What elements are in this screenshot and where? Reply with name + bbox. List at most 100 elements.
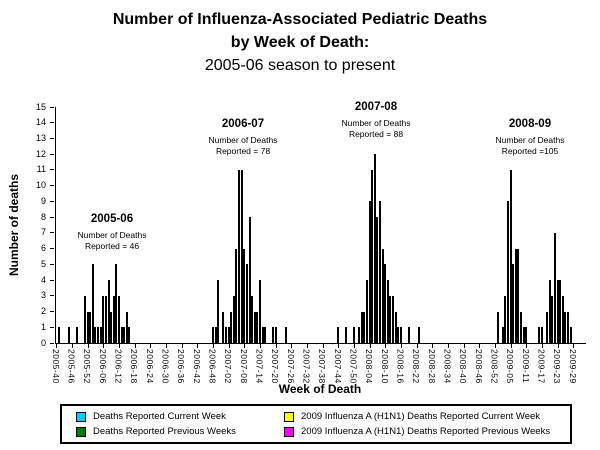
y-axis-tick	[50, 169, 54, 171]
x-axis-tick-label: 2005-52	[82, 349, 93, 384]
bar-green	[520, 311, 523, 343]
y-axis-tick-label: 1	[40, 321, 46, 332]
x-axis-tick	[291, 344, 293, 348]
bar-green	[386, 280, 389, 343]
bar-green	[345, 327, 348, 343]
x-axis-tick-label: 2007-08	[238, 349, 249, 384]
y-axis-tick	[50, 263, 54, 265]
bar-green	[230, 311, 233, 343]
legend-column-2: 2009 Influenza A (H1N1) Deaths Reported …	[284, 411, 550, 437]
annotation-2007-08: 2007-08 Number of Deaths Reported = 88	[326, 101, 426, 139]
x-axis-tick-label: 2008-52	[489, 349, 500, 384]
legend-swatch-magenta	[284, 426, 294, 437]
bar-green	[512, 264, 515, 343]
x-axis-tick-label: 2006-06	[97, 349, 108, 384]
bar-magenta	[567, 327, 570, 343]
x-axis-tick-label: 2007-32	[301, 349, 312, 384]
x-axis-tick-label: 2008-04	[364, 349, 375, 384]
bar-green	[128, 327, 131, 343]
bar-green	[559, 327, 562, 343]
bar-green	[112, 295, 115, 343]
bar-green	[517, 248, 520, 343]
bar-green	[397, 327, 400, 343]
x-axis-tick-label: 2008-16	[395, 349, 406, 384]
bar-green	[97, 327, 100, 343]
bar-green	[102, 295, 105, 343]
legend-item-green: Deaths Reported Previous Weeks	[76, 426, 284, 437]
bar-green	[253, 311, 256, 343]
bar-green	[251, 295, 254, 343]
legend: Deaths Reported Current Week Deaths Repor…	[60, 404, 572, 444]
y-axis-tick-label: 13	[35, 132, 46, 143]
x-axis-title: Week of Death	[278, 382, 362, 396]
x-axis-tick-label: 2008-22	[411, 349, 422, 384]
bar-green	[235, 248, 238, 343]
x-axis-tick	[353, 344, 355, 348]
x-axis-tick	[463, 344, 465, 348]
x-axis-tick	[385, 344, 387, 348]
bar-green	[68, 327, 71, 343]
bar-green	[501, 327, 504, 343]
bar-green	[504, 295, 507, 343]
y-axis-tick-label: 8	[40, 211, 46, 222]
bar-green	[110, 311, 113, 343]
x-axis-tick-label: 2007-50	[348, 349, 359, 384]
chart-title: Number of Influenza-Associated Pediatric…	[0, 8, 600, 77]
y-axis-tick-label: 2	[40, 306, 46, 317]
bar-green	[285, 327, 288, 343]
x-axis-tick	[71, 344, 73, 348]
bar-green	[381, 248, 384, 343]
y-axis-tick-label: 6	[40, 243, 46, 254]
bar-green	[365, 280, 368, 343]
bar-green	[115, 264, 118, 343]
x-axis-tick	[150, 344, 152, 348]
y-axis-tick-label: 5	[40, 258, 46, 269]
bar-green	[227, 327, 230, 343]
plot-area	[55, 107, 586, 344]
y-axis-tick-label: 7	[40, 227, 46, 238]
x-axis-tick	[510, 344, 512, 348]
x-axis-tick	[494, 344, 496, 348]
bar-green	[509, 169, 512, 343]
y-axis-tick	[50, 216, 54, 218]
annotation-season: 2006-07	[221, 118, 265, 130]
y-axis-tick	[50, 279, 54, 281]
bar-green	[358, 327, 361, 343]
annotation-season: 2007-08	[354, 101, 398, 113]
bar-green	[256, 311, 259, 343]
annotation-season: 2005-06	[90, 213, 134, 225]
x-axis-tick-label: 2008-34	[442, 349, 453, 384]
x-axis-tick	[244, 344, 246, 348]
x-axis-tick-label: 2008-40	[458, 349, 469, 384]
bar-magenta	[556, 280, 559, 343]
x-axis-tick-label: 2008-46	[473, 349, 484, 384]
bar-green	[337, 327, 340, 343]
bar-magenta	[569, 327, 572, 343]
x-axis-tick-label: 2006-12	[113, 349, 124, 384]
bar-green	[245, 264, 248, 343]
legend-item-yellow: 2009 Influenza A (H1N1) Deaths Reported …	[284, 411, 550, 422]
x-axis-tick	[432, 344, 434, 348]
x-axis-tick	[400, 344, 402, 348]
x-axis-tick-label: 2009-17	[536, 349, 547, 384]
bar-green	[399, 327, 402, 343]
x-axis-tick-label: 2006-24	[144, 349, 155, 384]
x-axis-tick	[573, 344, 575, 348]
x-axis-tick	[118, 344, 120, 348]
y-axis-tick-label: 9	[40, 195, 46, 206]
x-axis-tick-label: 2007-14	[254, 349, 265, 384]
bar-green	[496, 311, 499, 343]
y-axis-tick	[50, 342, 54, 344]
bar-green	[258, 280, 261, 343]
bar-green	[211, 327, 214, 343]
bar-yellow	[559, 280, 562, 328]
legend-item-magenta: 2009 Influenza A (H1N1) Deaths Reported …	[284, 426, 550, 437]
annotation-text-line2: Reported = 78	[215, 145, 271, 156]
bar-green	[107, 280, 110, 343]
annotation-text-line1: Number of Deaths	[77, 230, 147, 240]
x-axis-tick-label: 2006-48	[207, 349, 218, 384]
bar-green	[538, 327, 541, 343]
x-axis-tick-label: 2006-18	[129, 349, 140, 384]
bar-green	[94, 327, 97, 343]
